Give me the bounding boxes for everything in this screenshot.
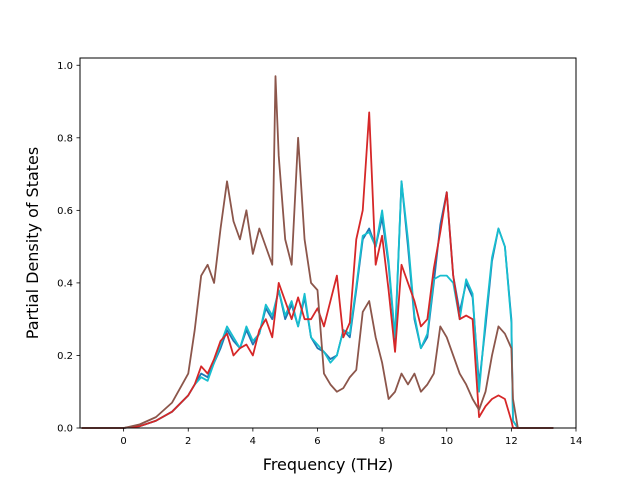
y-tick-label: 0.2	[57, 351, 73, 362]
y-tick-label: 0.4	[57, 278, 73, 289]
x-tick-label: 12	[505, 436, 518, 447]
x-axis-ticks: 0 2 4 6 8 10 12 14	[120, 428, 582, 447]
series-layer	[81, 75, 554, 429]
y-tick-label: 0.6	[57, 206, 73, 217]
y-tick-label: 0.0	[57, 424, 73, 435]
x-tick-label: 8	[379, 436, 385, 447]
x-tick-label: 4	[250, 436, 256, 447]
x-tick-label: 6	[314, 436, 320, 447]
x-tick-label: 10	[440, 436, 453, 447]
x-tick-label: 0	[120, 436, 126, 447]
y-tick-label: 1.0	[57, 61, 73, 72]
y-axis-label: Partial Density of States	[23, 147, 42, 339]
x-tick-label: 2	[185, 436, 191, 447]
x-tick-label: 14	[570, 436, 583, 447]
plot-frame	[79, 57, 577, 429]
series-line-3	[81, 111, 554, 429]
series-line-4	[81, 75, 554, 429]
y-axis-ticks: 0.0 0.2 0.4 0.6 0.8 1.0	[57, 61, 80, 435]
y-tick-label: 0.8	[57, 133, 73, 144]
x-axis-label: Frequency (THz)	[263, 455, 393, 474]
